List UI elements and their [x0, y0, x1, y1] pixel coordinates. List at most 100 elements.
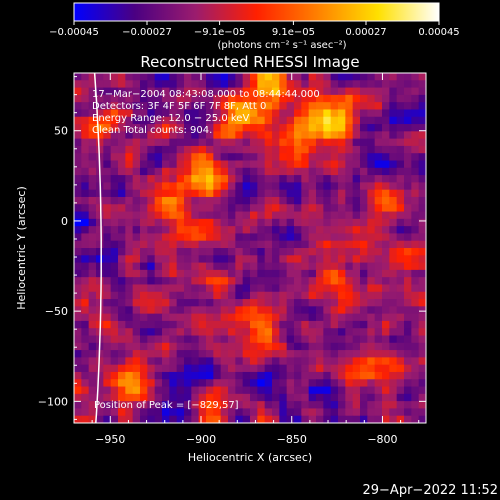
heatmap-cell [264, 73, 273, 81]
heatmap-cell [367, 160, 376, 169]
heatmap-cell [272, 175, 280, 183]
heatmap-cell [125, 175, 134, 183]
heatmap-cell [279, 138, 288, 147]
heatmap-cell [206, 233, 214, 242]
heatmap-cell [352, 357, 361, 366]
heatmap-cell [316, 182, 324, 191]
heatmap-cell [88, 262, 97, 271]
heatmap-cell [411, 306, 420, 315]
heatmap-cell [191, 328, 200, 336]
heatmap-cell [301, 160, 310, 169]
heatmap-cell [264, 262, 273, 271]
heatmap-cell [147, 357, 156, 366]
heatmap-cell [257, 415, 266, 423]
heatmap-cell [272, 153, 280, 161]
heatmap-cell [110, 284, 119, 293]
heatmap-cell [286, 393, 295, 402]
heatmap-cell [264, 342, 273, 351]
heatmap-cell [286, 124, 295, 132]
heatmap-cell [176, 342, 185, 351]
heatmap-cell [206, 218, 214, 227]
heatmap-cell [110, 233, 119, 242]
heatmap-cell [154, 204, 163, 213]
heatmap-cell [154, 342, 163, 351]
heatmap-cell [367, 415, 376, 423]
heatmap-cell [418, 175, 426, 183]
heatmap-cell [162, 87, 170, 96]
heatmap-cell [169, 145, 178, 154]
heatmap-cell [250, 255, 258, 264]
heatmap-cell [103, 73, 112, 81]
heatmap-cell [272, 248, 280, 256]
heatmap-cell [81, 94, 90, 103]
heatmap-cell [81, 401, 90, 409]
heatmap-cell [360, 248, 368, 256]
heatmap-cell [404, 335, 412, 344]
heatmap-cell [257, 233, 266, 242]
heatmap-cell [396, 415, 405, 423]
heatmap-cell [404, 175, 412, 183]
heatmap-cell [279, 218, 288, 227]
heatmap-cell [184, 73, 192, 81]
heatmap-cell [132, 408, 141, 417]
heatmap-cell [294, 153, 302, 161]
heatmap-cell [125, 226, 134, 234]
heatmap-cell [191, 145, 200, 154]
heatmap-cell [294, 306, 302, 315]
heatmap-cell [191, 313, 200, 322]
heatmap-cell [228, 145, 236, 154]
heatmap-cell [81, 255, 90, 264]
heatmap-cell [294, 393, 302, 402]
heatmap-cell [323, 94, 332, 103]
heatmap-cell [184, 277, 192, 285]
heatmap-cell [338, 160, 346, 169]
heatmap-cell [338, 269, 346, 278]
heatmap-cell [323, 328, 332, 336]
heatmap-cell [74, 248, 82, 256]
heatmap-cell [74, 124, 82, 132]
heatmap-cell [264, 379, 273, 388]
heatmap-cell [411, 124, 420, 132]
heatmap-cell [286, 94, 295, 103]
heatmap-cell [74, 371, 82, 380]
heatmap-cell [169, 255, 178, 264]
heatmap-cell [308, 233, 317, 242]
heatmap-cell [228, 94, 236, 103]
heatmap-cell [374, 94, 383, 103]
heatmap-cell [367, 401, 376, 409]
heatmap-cell [147, 342, 156, 351]
heatmap-cell [279, 124, 288, 132]
heatmap-cell [294, 226, 302, 234]
heatmap-cell [418, 393, 426, 402]
heatmap-cell [382, 175, 390, 183]
heatmap-cell [352, 175, 361, 183]
heatmap-cell [286, 138, 295, 147]
heatmap-cell [235, 393, 244, 402]
heatmap-cell [389, 233, 398, 242]
heatmap-cell [301, 415, 310, 423]
heatmap-cell [367, 226, 376, 234]
heatmap-cell [220, 269, 229, 278]
heatmap-cell [345, 277, 354, 285]
heatmap-cell [250, 306, 258, 315]
heatmap-cell [382, 342, 390, 351]
heatmap-cell [323, 226, 332, 234]
heatmap-cell [286, 73, 295, 81]
heatmap-cell [257, 386, 266, 395]
x-tick-label: −950 [95, 433, 125, 446]
heatmap-cell [184, 328, 192, 336]
heatmap-cell [169, 116, 178, 125]
heatmap-cell [286, 277, 295, 285]
heatmap-cell [396, 102, 405, 110]
heatmap-cell [176, 386, 185, 395]
heatmap-cell [206, 73, 214, 81]
heatmap-cell [103, 189, 112, 198]
heatmap-cell [176, 196, 185, 205]
y-tick-label: −100 [38, 395, 68, 408]
heatmap-cell [81, 299, 90, 307]
heatmap-cell [301, 350, 310, 358]
heatmap-cell [140, 342, 148, 351]
heatmap-cell [140, 277, 148, 285]
heatmap-cell [242, 401, 251, 409]
heatmap-cell [272, 415, 280, 423]
